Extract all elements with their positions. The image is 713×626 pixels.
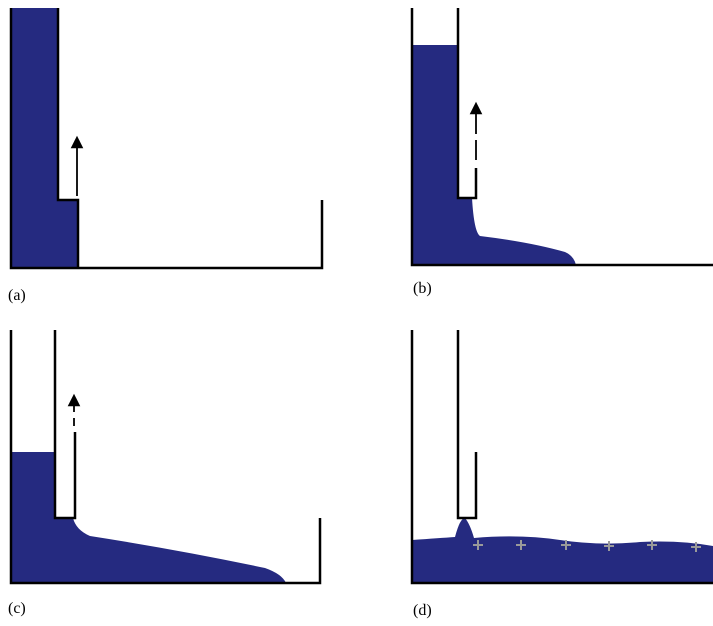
panel-label: (b) — [413, 280, 432, 297]
panel-d: (d) — [410, 330, 713, 619]
fluid — [412, 518, 713, 583]
panel-label: (a) — [8, 287, 26, 304]
tank — [9, 8, 324, 270]
panel-c: (c) — [8, 330, 322, 617]
panel-b: (b) — [410, 8, 713, 297]
fluid — [11, 8, 78, 268]
tank — [9, 330, 322, 585]
gate — [53, 330, 77, 520]
fluid — [11, 452, 286, 583]
gate — [456, 330, 478, 520]
panel-label: (d) — [413, 602, 432, 619]
probes — [473, 540, 701, 552]
gate — [56, 8, 80, 268]
gate — [456, 8, 478, 200]
tank — [410, 330, 713, 585]
tank — [410, 8, 713, 267]
panel-a: (a) — [8, 8, 324, 304]
fluid — [412, 45, 576, 265]
panel-label: (c) — [8, 600, 26, 617]
